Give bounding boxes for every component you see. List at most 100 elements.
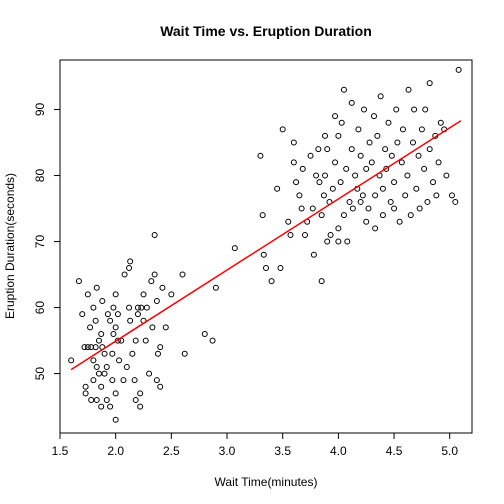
data-point bbox=[149, 324, 156, 331]
data-point bbox=[84, 344, 91, 351]
data-point bbox=[112, 324, 119, 331]
data-point bbox=[68, 357, 75, 364]
data-point bbox=[307, 152, 314, 159]
data-point bbox=[92, 344, 99, 351]
data-point bbox=[348, 99, 355, 106]
data-point bbox=[344, 238, 351, 245]
data-point bbox=[313, 172, 320, 179]
data-point bbox=[126, 304, 133, 311]
data-point bbox=[318, 278, 325, 285]
data-point bbox=[87, 324, 94, 331]
data-point bbox=[322, 172, 329, 179]
data-point bbox=[112, 416, 119, 423]
data-point bbox=[382, 146, 389, 153]
data-point bbox=[324, 238, 331, 245]
data-point bbox=[416, 205, 423, 212]
data-point bbox=[290, 159, 297, 166]
data-point bbox=[116, 357, 123, 364]
data-point bbox=[309, 205, 316, 212]
data-point bbox=[374, 132, 381, 139]
data-point bbox=[337, 179, 344, 186]
data-point bbox=[426, 146, 433, 153]
data-point bbox=[142, 337, 149, 344]
data-point bbox=[379, 212, 386, 219]
data-point bbox=[179, 271, 186, 278]
data-point bbox=[332, 159, 339, 166]
y-axis: 50 60 70 80 90 bbox=[33, 103, 60, 381]
data-point bbox=[82, 383, 89, 390]
data-point bbox=[363, 218, 370, 225]
data-point bbox=[377, 93, 384, 100]
data-point bbox=[95, 370, 102, 377]
data-point bbox=[148, 278, 155, 285]
data-point bbox=[435, 159, 442, 166]
data-point bbox=[411, 106, 418, 113]
data-point bbox=[355, 126, 362, 133]
data-point bbox=[372, 192, 379, 199]
x-tick-label: 2.0 bbox=[107, 444, 124, 458]
data-point bbox=[107, 317, 114, 324]
data-point bbox=[290, 139, 297, 146]
data-point bbox=[318, 212, 325, 219]
data-point bbox=[316, 179, 323, 186]
data-point bbox=[153, 297, 160, 304]
data-point bbox=[385, 119, 392, 126]
y-tick-label: 50 bbox=[33, 367, 47, 381]
data-point bbox=[407, 212, 414, 219]
data-point bbox=[409, 139, 416, 146]
data-point bbox=[151, 271, 158, 278]
x-tick-label: 5.0 bbox=[441, 444, 458, 458]
data-point bbox=[402, 192, 409, 199]
data-point bbox=[393, 106, 400, 113]
scatter-points bbox=[68, 66, 462, 423]
data-point bbox=[212, 284, 219, 291]
x-tick-label: 3.0 bbox=[219, 444, 236, 458]
data-point bbox=[159, 284, 166, 291]
data-point bbox=[81, 344, 88, 351]
data-point bbox=[101, 350, 108, 357]
data-point bbox=[109, 377, 116, 384]
data-point bbox=[404, 172, 411, 179]
regression-line-layer bbox=[70, 120, 462, 371]
data-point bbox=[268, 278, 275, 285]
data-point bbox=[132, 337, 139, 344]
data-point bbox=[88, 396, 95, 403]
data-point bbox=[368, 159, 375, 166]
data-point bbox=[127, 258, 134, 265]
data-point bbox=[231, 245, 238, 252]
x-tick-label: 2.5 bbox=[163, 444, 180, 458]
data-point bbox=[153, 377, 160, 384]
y-axis-label: Eruption Duration(seconds) bbox=[3, 173, 17, 319]
data-point bbox=[90, 377, 97, 384]
data-point bbox=[301, 231, 308, 238]
data-point bbox=[79, 311, 86, 318]
x-tick-label: 1.5 bbox=[52, 444, 69, 458]
data-point bbox=[146, 370, 153, 377]
data-point bbox=[88, 344, 95, 351]
data-point bbox=[82, 390, 89, 397]
data-point bbox=[107, 403, 114, 410]
data-point bbox=[335, 132, 342, 139]
data-point bbox=[137, 403, 144, 410]
data-point bbox=[394, 139, 401, 146]
data-point bbox=[329, 185, 336, 192]
data-point bbox=[437, 119, 444, 126]
data-point bbox=[379, 185, 386, 192]
data-point bbox=[84, 291, 91, 298]
data-point bbox=[151, 231, 158, 238]
data-point bbox=[274, 185, 281, 192]
data-point bbox=[335, 238, 342, 245]
data-point bbox=[349, 205, 356, 212]
data-point bbox=[112, 291, 119, 298]
data-point bbox=[263, 264, 269, 271]
data-point bbox=[327, 231, 334, 238]
data-point bbox=[120, 377, 127, 384]
data-point bbox=[99, 297, 106, 304]
data-point bbox=[363, 165, 370, 172]
data-point bbox=[452, 198, 459, 205]
data-point bbox=[315, 146, 322, 153]
data-point bbox=[357, 198, 364, 205]
data-point bbox=[348, 146, 355, 153]
data-point bbox=[90, 357, 97, 364]
data-point bbox=[138, 304, 145, 311]
